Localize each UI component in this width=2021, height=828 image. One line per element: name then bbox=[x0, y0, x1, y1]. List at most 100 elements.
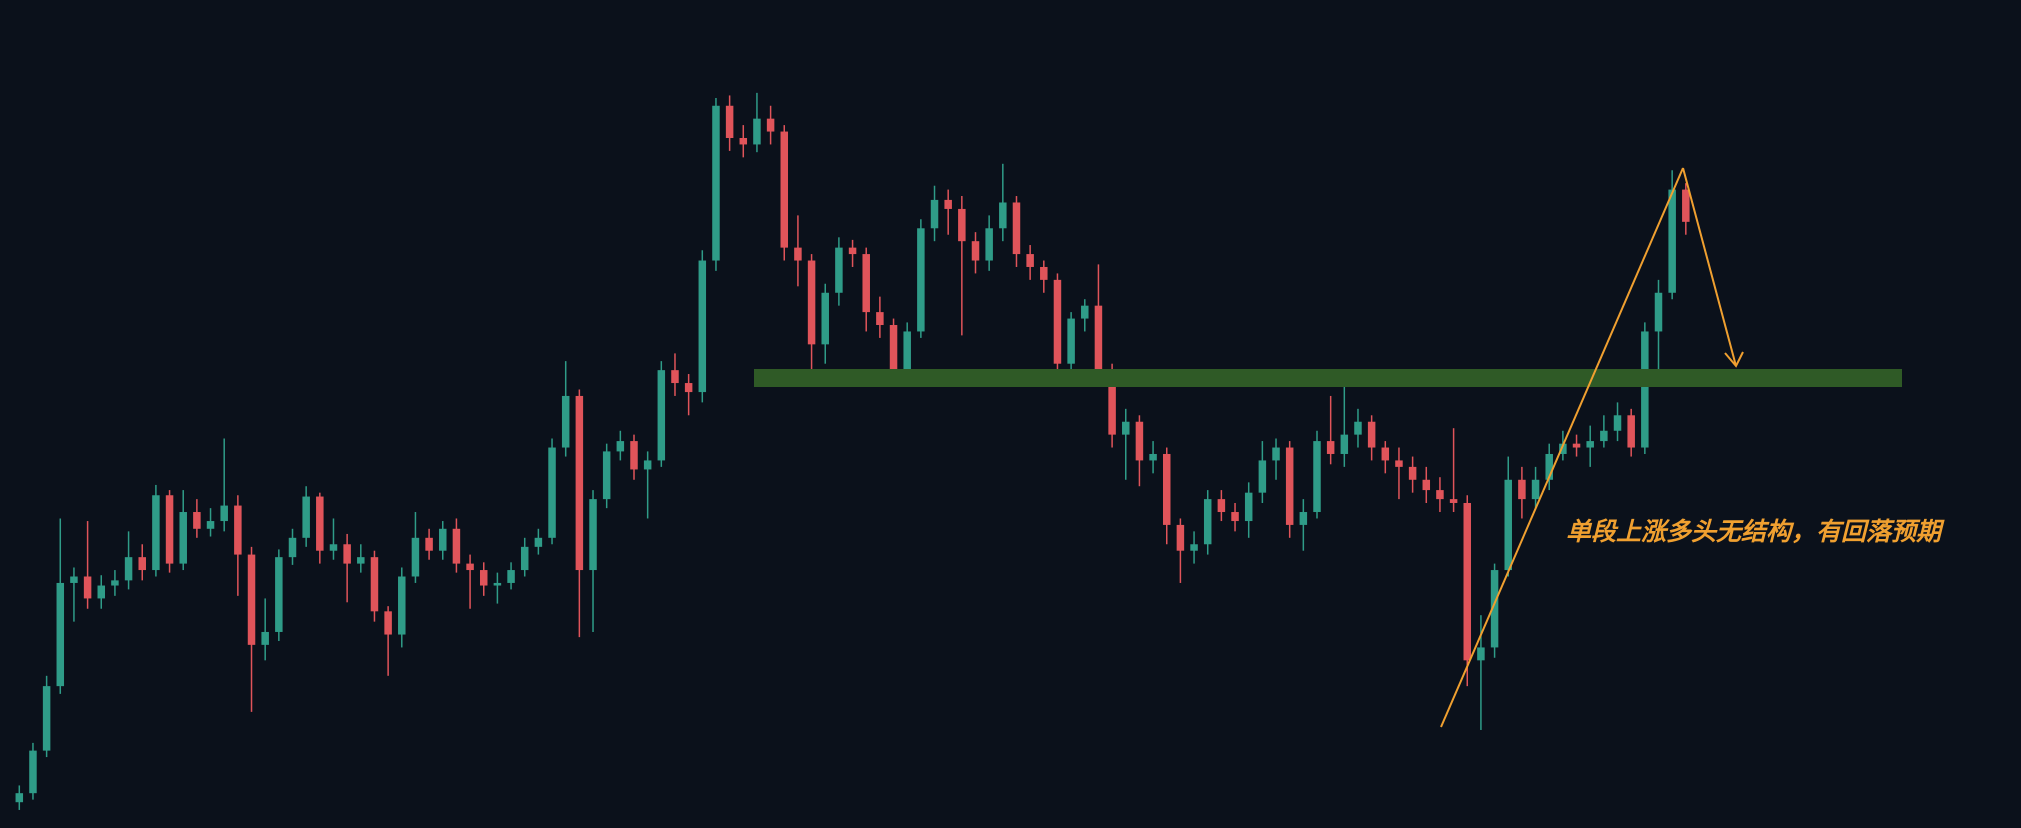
candle-body bbox=[452, 528, 461, 564]
candle-body bbox=[1545, 453, 1553, 480]
candle-body bbox=[575, 395, 584, 571]
candle-body bbox=[1108, 370, 1116, 435]
candle-body bbox=[220, 505, 228, 522]
candle-body bbox=[534, 537, 543, 547]
candle-body bbox=[1559, 443, 1567, 454]
candle-body bbox=[370, 557, 379, 612]
candle-body bbox=[1135, 421, 1144, 461]
candle-body bbox=[439, 528, 447, 551]
candle-body bbox=[1026, 254, 1034, 267]
candle-body bbox=[507, 570, 515, 583]
candle-body bbox=[1244, 492, 1253, 522]
candle-body bbox=[780, 131, 789, 248]
candle-body bbox=[138, 557, 146, 571]
candle-body bbox=[1531, 479, 1540, 500]
candle-body bbox=[384, 611, 392, 635]
candle-body bbox=[739, 138, 748, 145]
candle-body bbox=[1053, 279, 1062, 364]
candle-body bbox=[1285, 447, 1294, 525]
candle-body bbox=[83, 576, 92, 599]
candle-body bbox=[917, 228, 925, 332]
candle-body bbox=[1326, 441, 1335, 454]
candle-body bbox=[111, 580, 119, 586]
candle-body bbox=[725, 105, 734, 138]
candle-body bbox=[1217, 499, 1226, 513]
candle-body bbox=[999, 202, 1007, 229]
candle-body bbox=[1408, 466, 1417, 480]
candle-body bbox=[657, 370, 666, 461]
candle-body bbox=[807, 260, 816, 345]
candle-body bbox=[1340, 434, 1349, 454]
trend-drawing bbox=[1440, 167, 1744, 728]
candle-body bbox=[1682, 189, 1690, 222]
candle-body bbox=[561, 395, 570, 448]
candle-body bbox=[179, 512, 187, 564]
candle-body bbox=[876, 312, 884, 326]
candle-body bbox=[1231, 512, 1239, 522]
candles bbox=[15, 92, 1690, 810]
candle-body bbox=[589, 499, 597, 571]
candle-body bbox=[548, 447, 556, 538]
candle-body bbox=[903, 331, 911, 371]
candle-body bbox=[766, 118, 775, 132]
candle-body bbox=[1600, 430, 1608, 442]
candle-body bbox=[152, 495, 160, 571]
candle-body bbox=[1395, 460, 1403, 467]
candle-body bbox=[1654, 292, 1663, 332]
candle-body bbox=[206, 521, 215, 529]
candle-body bbox=[1627, 415, 1635, 448]
candle-body bbox=[411, 537, 420, 577]
candle-body bbox=[15, 793, 24, 803]
candle-body bbox=[261, 631, 269, 645]
candle-body bbox=[835, 247, 843, 293]
candle-body bbox=[97, 585, 106, 599]
candle-body bbox=[1490, 570, 1499, 648]
candle-body bbox=[234, 505, 242, 555]
candle-body bbox=[753, 118, 761, 145]
candle-body bbox=[1504, 479, 1512, 571]
candle-body bbox=[29, 750, 37, 794]
candle-body bbox=[493, 582, 502, 586]
candle-body bbox=[1436, 490, 1444, 500]
candle-body bbox=[329, 544, 338, 551]
candle-body bbox=[479, 570, 488, 586]
candle-body bbox=[1081, 305, 1089, 319]
candle-body bbox=[70, 576, 78, 583]
candle-body bbox=[1477, 647, 1485, 661]
candle-body bbox=[712, 105, 720, 261]
candle-body bbox=[821, 292, 829, 345]
candle-body bbox=[848, 247, 857, 255]
trend-line bbox=[1440, 167, 1684, 728]
candle-body bbox=[889, 325, 898, 371]
candle-body bbox=[466, 563, 474, 571]
candle-body bbox=[42, 686, 51, 751]
candle-body bbox=[1422, 479, 1431, 491]
candle-body bbox=[1518, 479, 1526, 500]
candle-body bbox=[288, 537, 297, 558]
candle-body bbox=[671, 370, 679, 384]
projection-line bbox=[1682, 167, 1737, 367]
candle-body bbox=[1176, 524, 1185, 551]
candle-body bbox=[930, 199, 939, 229]
candle-body bbox=[302, 496, 310, 538]
candle-body bbox=[862, 254, 870, 313]
candle-body bbox=[1094, 305, 1103, 371]
candle-body bbox=[1067, 318, 1075, 364]
candle-body bbox=[343, 544, 351, 564]
candle-body bbox=[971, 241, 980, 261]
candle-body bbox=[698, 260, 707, 393]
candle-body bbox=[1149, 453, 1157, 461]
candle-body bbox=[1203, 499, 1212, 545]
annotation: 单段上涨多头无结构，有回落预期 bbox=[1566, 517, 1945, 546]
candle-body bbox=[643, 460, 652, 470]
candle-body bbox=[985, 228, 993, 261]
candle-body bbox=[1313, 441, 1321, 513]
candle-body bbox=[958, 208, 966, 242]
candle-body bbox=[944, 199, 952, 209]
candle-body bbox=[1641, 331, 1649, 448]
candle-body bbox=[630, 441, 638, 470]
candle-body bbox=[398, 576, 406, 635]
candle-body bbox=[56, 582, 65, 687]
